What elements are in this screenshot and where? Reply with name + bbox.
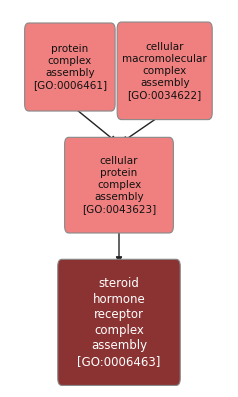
FancyBboxPatch shape — [117, 22, 212, 119]
Text: cellular
protein
complex
assembly
[GO:0043623]: cellular protein complex assembly [GO:00… — [82, 156, 156, 214]
FancyBboxPatch shape — [25, 23, 115, 111]
FancyBboxPatch shape — [58, 259, 180, 385]
Text: protein
complex
assembly
[GO:0006461]: protein complex assembly [GO:0006461] — [33, 44, 107, 90]
Text: steroid
hormone
receptor
complex
assembly
[GO:0006463]: steroid hormone receptor complex assembl… — [77, 277, 161, 368]
FancyBboxPatch shape — [65, 137, 173, 233]
Text: cellular
macromolecular
complex
assembly
[GO:0034622]: cellular macromolecular complex assembly… — [122, 42, 207, 100]
